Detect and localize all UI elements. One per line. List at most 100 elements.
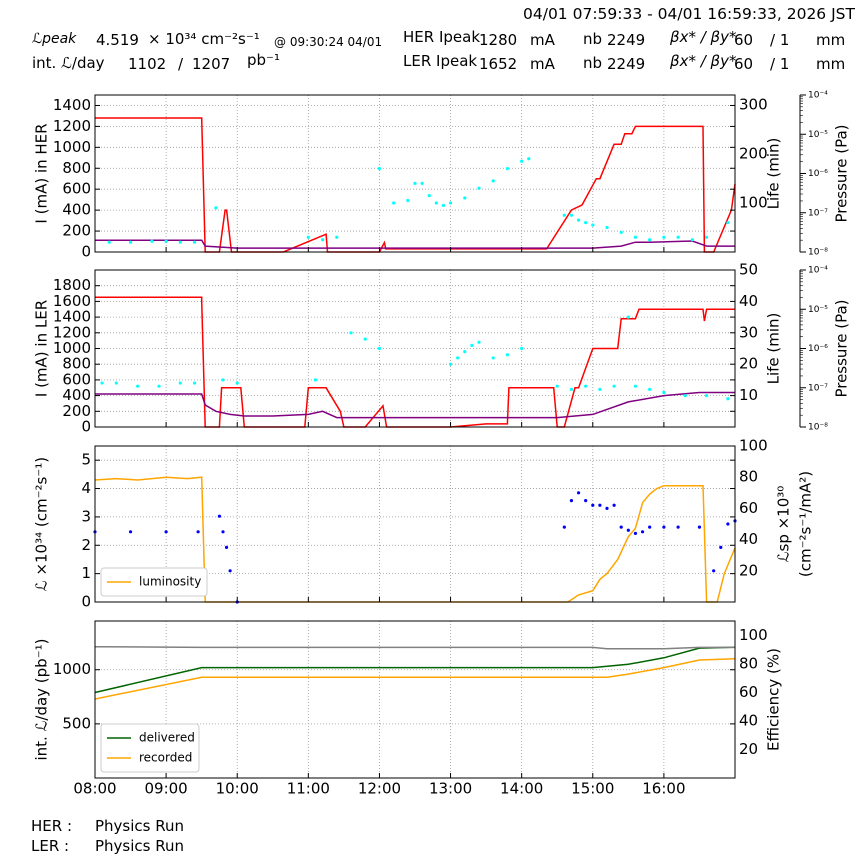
lpeak-label: ℒpeak xyxy=(32,31,77,47)
y2-tick-label: 300 xyxy=(739,95,768,113)
y2-tick-label: 60 xyxy=(739,683,758,701)
ler-beta-x: 60 xyxy=(734,55,754,73)
y2-tick-label: 30 xyxy=(739,323,758,341)
y-tick-label: 3 xyxy=(81,507,91,525)
her-lifetime_points-point xyxy=(527,157,531,161)
luminosity-specific_points-point xyxy=(196,530,200,534)
ler-lifetime_points-point xyxy=(491,356,495,360)
legend-label: recorded xyxy=(139,751,192,765)
pressure-tick-label: 10⁻⁷ xyxy=(808,383,828,393)
ler-beta-label: βx* / βy* xyxy=(670,52,737,70)
ler-beta-sep: / 1 xyxy=(770,55,790,73)
integrated-delivered-line xyxy=(94,646,736,694)
her-lifetime_points-point xyxy=(726,220,730,225)
panel-ler xyxy=(94,269,806,428)
her-lifetime_points-point xyxy=(448,201,453,205)
y-tick-label: 400 xyxy=(62,201,91,219)
ler-lifetime_points-point xyxy=(704,394,709,398)
her-nb-value: 2249 xyxy=(607,31,646,49)
luminosity-specific_points-point xyxy=(576,491,581,495)
ler-lifetime_points-point xyxy=(626,315,630,319)
y2-axis-label: Life (min) xyxy=(765,138,783,210)
her-status: Physics Run xyxy=(95,817,185,835)
her-lifetime_points-point xyxy=(413,181,417,185)
her-beta-label: βx* / βy* xyxy=(670,28,737,46)
intl-label: int. ℒ/day xyxy=(32,54,105,72)
her-current-line xyxy=(95,117,736,253)
y-tick-label: 1000 xyxy=(53,339,91,357)
x-tick-label: 08:00 xyxy=(73,780,116,798)
her-pressure-line xyxy=(95,239,735,249)
luminosity-specific_points-point xyxy=(584,499,588,503)
her-lifetime_points-point xyxy=(562,213,566,217)
y2-axis-label: (cm⁻²s⁻¹/mA²) xyxy=(797,471,815,577)
ler-lifetime_points-point xyxy=(470,343,474,347)
ler-pressure-line xyxy=(95,391,735,419)
ler-lifetime_points-point xyxy=(477,340,481,344)
her-lifetime_points-point xyxy=(477,186,481,190)
pressure-tick-label: 10⁻⁸ xyxy=(808,248,828,258)
legend-box xyxy=(100,723,200,773)
y-tick-label: 5 xyxy=(81,451,91,469)
her-lifetime_points-point xyxy=(434,201,438,205)
ler-lifetime_points-point xyxy=(221,378,225,382)
pressure-tick-label: 10⁻⁶ xyxy=(808,344,828,354)
y2-tick-label: 100 xyxy=(739,193,768,211)
her-lifetime_points-point xyxy=(420,181,424,185)
ler-nb-label: nb xyxy=(583,54,603,72)
ler-lifetime_points-point xyxy=(448,362,453,366)
y-tick-label: 1 xyxy=(81,564,91,582)
y2-tick-label: 200 xyxy=(739,144,768,162)
lpeak-unit: × 10³⁴ cm⁻²s⁻¹ xyxy=(148,30,260,48)
ler-lifetime_points-point xyxy=(456,356,460,360)
luminosity-specific_points-point xyxy=(633,531,638,535)
legend xyxy=(100,567,208,597)
her-lifetime_points-point xyxy=(619,230,623,234)
y2-tick-label: 100 xyxy=(739,626,768,644)
her-lifetime_points-point xyxy=(633,235,638,239)
luminosity-specific_points-point xyxy=(228,569,232,573)
ler-lifetime_points-point xyxy=(363,337,367,341)
pressure-axis-label: Pressure (Pa) xyxy=(833,124,851,222)
y-tick-label: 1800 xyxy=(53,276,91,294)
y-tick-label: 1200 xyxy=(53,117,91,135)
luminosity-specific_points-point xyxy=(164,530,168,534)
y-tick-label: 2 xyxy=(81,536,91,554)
y-tick-label: 1200 xyxy=(53,323,91,341)
her-lifetime_points-point xyxy=(591,223,595,227)
ler-ipeak-label: LER Ipeak xyxy=(403,52,478,70)
y2-tick-label: 50 xyxy=(739,261,758,279)
ler-lifetime_points-point xyxy=(612,384,616,388)
ler-lifetime_points-point xyxy=(648,387,652,391)
pressure-tick-label: 10⁻⁵ xyxy=(808,130,828,140)
ler-status: Physics Run xyxy=(95,837,185,855)
her-lifetime_points-point xyxy=(107,240,111,244)
her-lifetime_points-point xyxy=(377,166,382,171)
her-beta-unit: mm xyxy=(816,31,846,49)
ler-lifetime_points-point xyxy=(377,346,382,351)
her-lifetime_points-point xyxy=(128,240,133,244)
y2-tick-label: 60 xyxy=(739,499,758,517)
luminosity-specific_points-point xyxy=(619,525,623,529)
ler-ipeak-value: 1652 xyxy=(479,55,518,73)
y2-tick-label: 80 xyxy=(739,468,758,486)
x-tick-label: 14:00 xyxy=(500,780,543,798)
y2-tick-label: 10 xyxy=(739,386,758,404)
her-lifetime_points-point xyxy=(505,166,510,171)
pressure-tick-label: 10⁻⁶ xyxy=(808,169,828,179)
luminosity-specific_points-point xyxy=(591,503,595,507)
luminosity-specific_points-point xyxy=(569,499,574,503)
her-lifetime_points-point xyxy=(605,225,609,230)
ler-nb-value: 2249 xyxy=(607,55,646,73)
y-tick-label: 600 xyxy=(62,180,91,198)
luminosity-specific_points-point xyxy=(719,545,723,550)
ler-lifetime_points-point xyxy=(235,381,239,385)
her-lifetime_points-point xyxy=(306,235,310,239)
ler-lifetime_points-point xyxy=(100,381,104,385)
y-tick-label: 800 xyxy=(62,355,91,373)
luminosity-specific_points-point xyxy=(648,525,652,529)
her-beta-sep: / 1 xyxy=(770,31,790,49)
luminosity-luminosity-line xyxy=(94,476,736,603)
intl-unit: pb⁻¹ xyxy=(247,51,280,69)
